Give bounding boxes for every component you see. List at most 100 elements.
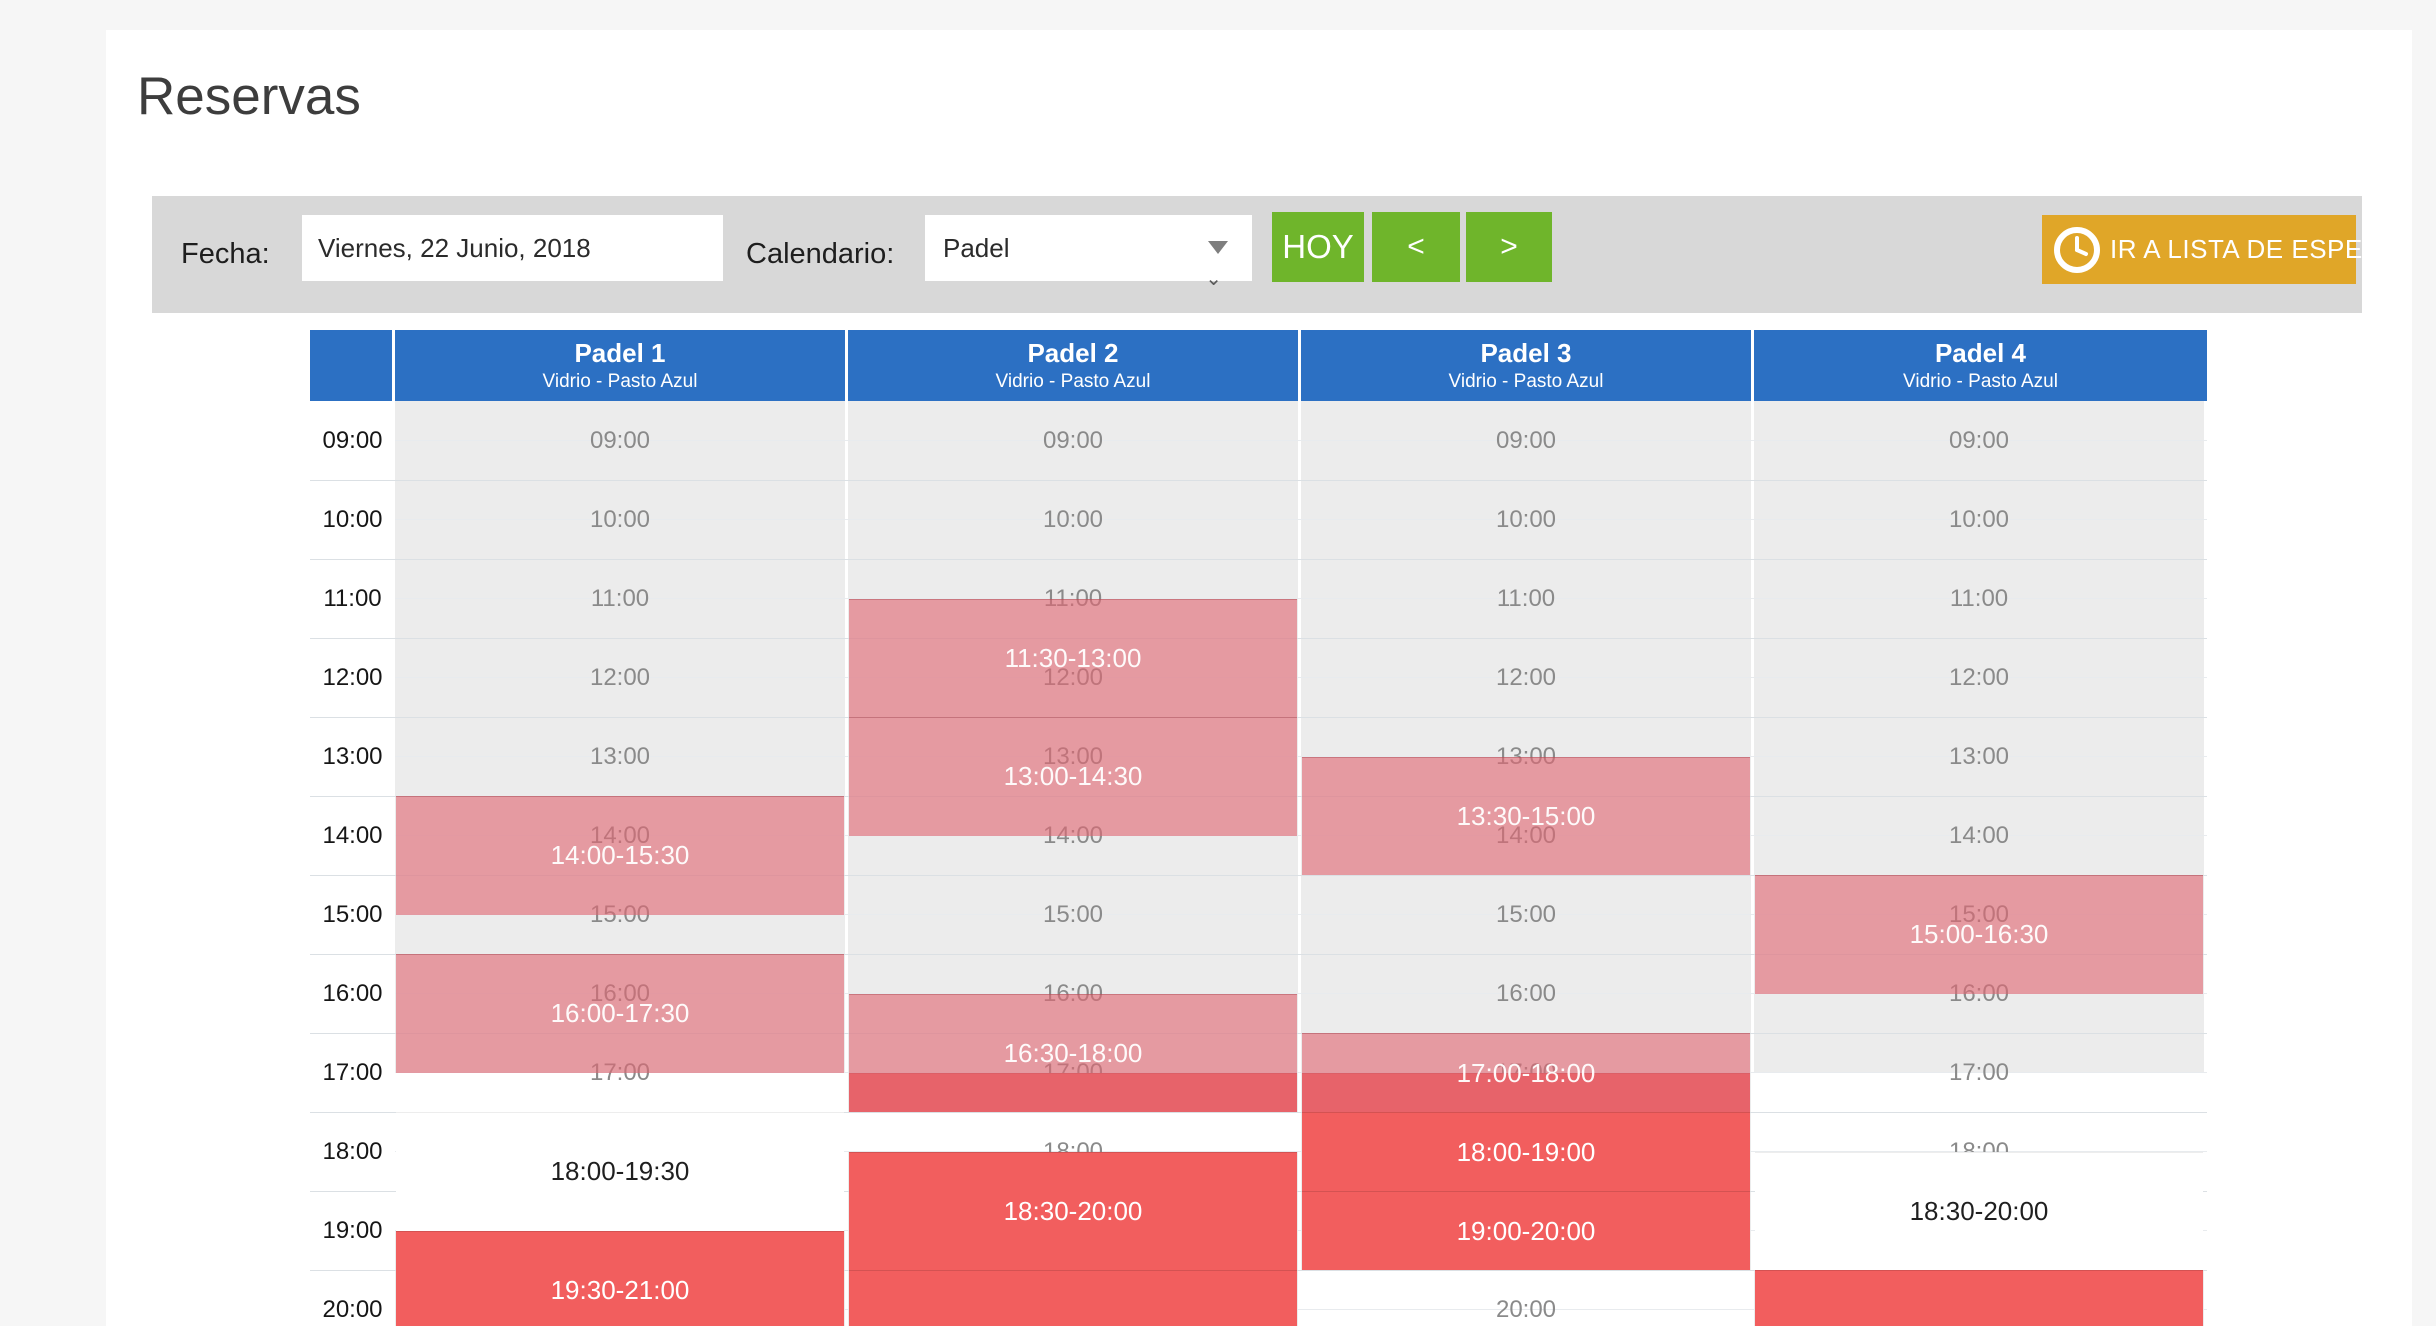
half-hour-gridline xyxy=(395,519,2207,520)
booking-block[interactable]: 17:00-18:00 xyxy=(1302,1033,1750,1112)
time-gutter-label: 11:00 xyxy=(323,584,382,612)
half-hour-gridline xyxy=(395,440,2207,441)
slot-time-label[interactable]: 15:00 xyxy=(1042,900,1104,928)
court-header: Padel 3 Vidrio - Pasto Azul xyxy=(1301,330,1754,401)
slot-time-label[interactable]: 20:00 xyxy=(1495,1295,1557,1323)
half-hour-gridline xyxy=(395,1230,2207,1231)
booking-block[interactable]: 18:30-20:00 xyxy=(1755,1151,2203,1270)
booking-block[interactable]: 19:00-20:00 xyxy=(1302,1191,1750,1270)
booking-block[interactable]: 19:30-21:00 xyxy=(396,1230,844,1326)
prev-day-button[interactable]: < xyxy=(1372,212,1460,282)
slot-time-label[interactable]: 11:00 xyxy=(1949,584,2009,612)
booking-block-label: 15:00-16:30 xyxy=(1909,919,2049,950)
booking-block-label: 19:00-20:00 xyxy=(1456,1215,1596,1246)
page-title: Reservas xyxy=(137,67,361,126)
slot-time-label[interactable]: 10:00 xyxy=(1495,505,1557,533)
court-header: Padel 2 Vidrio - Pasto Azul xyxy=(848,330,1301,401)
toolbar: Fecha: Calendario: Padel ⌄ HOY < > IR A … xyxy=(152,196,2399,313)
slot-time-label[interactable]: 11:00 xyxy=(590,584,650,612)
booking-block-label: 13:00-14:30 xyxy=(1003,761,1143,792)
court-subtitle: Vidrio - Pasto Azul xyxy=(1448,370,1604,392)
calendario-label: Calendario: xyxy=(746,238,895,270)
booking-block-label: 19:30-21:00 xyxy=(550,1274,690,1305)
slot-time-label[interactable]: 09:00 xyxy=(589,426,651,454)
fecha-label: Fecha: xyxy=(181,238,270,270)
booking-block[interactable]: 18:00-19:30 xyxy=(396,1112,844,1231)
hour-gridline xyxy=(310,559,2207,560)
available-slot-range[interactable] xyxy=(848,1112,1298,1152)
select-resize-icon: ⌄ xyxy=(1205,268,1222,290)
half-hour-gridline xyxy=(395,677,2207,678)
booking-block[interactable]: 16:00-17:30 xyxy=(396,954,844,1073)
booking-block-label: 16:30-18:00 xyxy=(1003,1037,1143,1068)
waitlist-button[interactable]: IR A LISTA DE ESPERA xyxy=(2042,215,2399,284)
hour-gridline xyxy=(310,875,2207,876)
slot-time-label[interactable]: 10:00 xyxy=(1948,505,2010,533)
half-hour-gridline xyxy=(395,835,2207,836)
time-gutter-label: 17:00 xyxy=(322,1058,383,1086)
half-hour-gridline xyxy=(395,1151,2207,1152)
available-slot-range[interactable] xyxy=(1301,1270,1751,1326)
time-gutter-label: 14:00 xyxy=(322,821,383,849)
booking-block[interactable]: 14:00-15:30 xyxy=(396,796,844,915)
time-gutter-label: 16:00 xyxy=(322,979,383,1007)
booking-block[interactable]: 13:00-14:30 xyxy=(849,717,1297,836)
slot-time-label[interactable]: 11:00 xyxy=(1496,584,1556,612)
hour-gridline xyxy=(310,480,2207,481)
booking-block-label: 17:00-18:00 xyxy=(1456,1057,1596,1088)
time-gutter-label: 15:00 xyxy=(322,900,383,928)
slot-time-label[interactable]: 12:00 xyxy=(1495,663,1557,691)
slot-time-label[interactable]: 15:00 xyxy=(1495,900,1557,928)
slot-time-label[interactable]: 09:00 xyxy=(1495,426,1557,454)
slot-time-label[interactable]: 10:00 xyxy=(1042,505,1104,533)
fecha-input[interactable] xyxy=(302,215,723,281)
court-subtitle: Vidrio - Pasto Azul xyxy=(542,370,698,392)
booking-block[interactable] xyxy=(849,1270,1297,1326)
booking-block[interactable] xyxy=(1755,1270,2203,1326)
slot-time-label[interactable]: 12:00 xyxy=(589,663,651,691)
half-hour-gridline xyxy=(395,993,2207,994)
hour-gridline xyxy=(310,954,2207,955)
calendario-select[interactable]: Padel ⌄ xyxy=(925,215,1252,289)
court-subtitle: Vidrio - Pasto Azul xyxy=(1903,370,2058,392)
clock-icon xyxy=(2054,226,2100,273)
booking-block[interactable]: 18:30-20:00 xyxy=(849,1151,1297,1270)
slot-time-label[interactable]: 10:00 xyxy=(589,505,651,533)
slot-time-label[interactable]: 09:00 xyxy=(1948,426,2010,454)
dropdown-arrow-icon xyxy=(1208,241,1228,254)
calendario-selected-value: Padel xyxy=(943,232,1010,263)
slot-time-label[interactable]: 12:00 xyxy=(1948,663,2010,691)
booking-block-label: 18:30-20:00 xyxy=(1003,1195,1143,1226)
content-card: Reservas Fecha: Calendario: Padel ⌄ HOY … xyxy=(106,30,2412,1326)
slot-time-label[interactable]: 13:00 xyxy=(589,742,651,770)
booking-block-label: 18:00-19:30 xyxy=(550,1156,690,1187)
booking-block[interactable]: 13:30-15:00 xyxy=(1302,756,1750,875)
calendar-corner-cell xyxy=(310,330,395,401)
court-subtitle: Vidrio - Pasto Azul xyxy=(995,370,1151,392)
time-gutter-label: 09:00 xyxy=(322,426,383,454)
next-day-button[interactable]: > xyxy=(1466,212,1552,282)
booking-block[interactable]: 16:30-18:00 xyxy=(849,993,1297,1112)
booking-block-label: 16:00-17:30 xyxy=(550,998,690,1029)
half-hour-gridline xyxy=(395,914,2207,915)
slot-time-label[interactable]: 14:00 xyxy=(1948,821,2010,849)
time-gutter-label: 13:00 xyxy=(322,742,383,770)
time-gutter-label: 10:00 xyxy=(322,505,383,533)
time-gutter-label: 18:00 xyxy=(322,1137,383,1165)
booking-block-label: 11:30-13:00 xyxy=(1004,642,1142,673)
slot-time-label[interactable]: 09:00 xyxy=(1042,426,1104,454)
booking-block[interactable]: 15:00-16:30 xyxy=(1755,875,2203,994)
court-name: Padel 1 xyxy=(574,338,666,369)
court-name: Padel 4 xyxy=(1934,338,2027,369)
today-button[interactable]: HOY xyxy=(1272,212,1364,282)
court-header: Padel 4 Vidrio - Pasto Azul xyxy=(1754,330,2207,401)
slot-time-label[interactable]: 17:00 xyxy=(1948,1058,2010,1086)
time-gutter-label: 20:00 xyxy=(322,1295,383,1323)
slot-time-label[interactable]: 16:00 xyxy=(1495,979,1557,1007)
court-header: Padel 1 Vidrio - Pasto Azul xyxy=(395,330,848,401)
booking-block[interactable]: 18:00-19:00 xyxy=(1302,1112,1750,1191)
booking-block[interactable]: 11:30-13:00 xyxy=(849,598,1297,717)
time-gutter-label: 19:00 xyxy=(322,1216,383,1244)
waitlist-button-label: IR A LISTA DE ESPERA xyxy=(2110,234,2400,264)
slot-time-label[interactable]: 13:00 xyxy=(1948,742,2010,770)
